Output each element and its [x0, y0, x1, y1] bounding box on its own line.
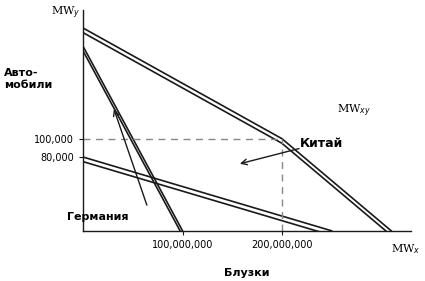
Text: MW$_y$: MW$_y$ — [51, 4, 80, 21]
Text: MW$_x$: MW$_x$ — [391, 242, 421, 256]
Text: Китай: Китай — [300, 137, 343, 150]
Text: Блузки: Блузки — [224, 268, 270, 278]
Text: MW$_{xy}$: MW$_{xy}$ — [337, 103, 371, 119]
Text: Германия: Германия — [67, 212, 129, 222]
Text: Авто-
мобили: Авто- мобили — [4, 68, 53, 90]
